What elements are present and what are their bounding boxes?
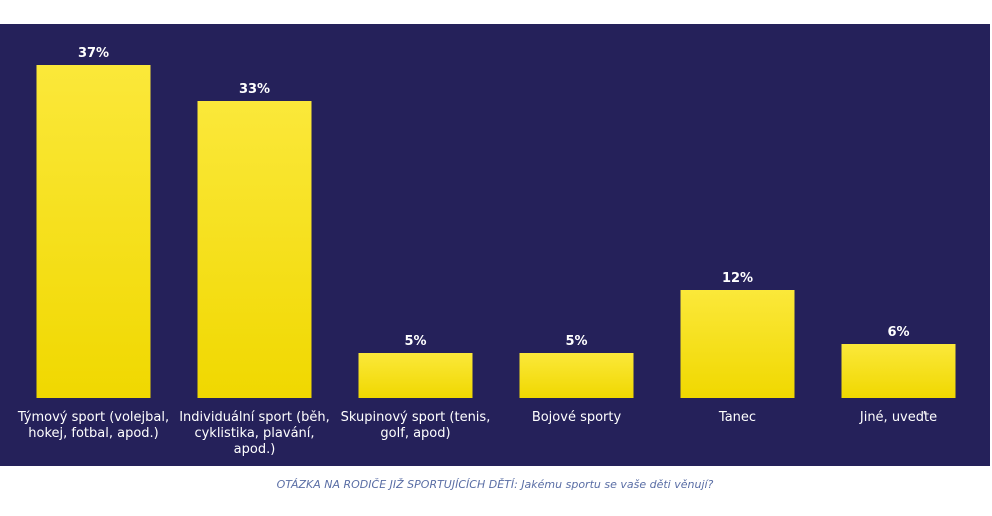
bar-chart: 37% 33% 5% 5% 12% 6% Týmový sport (volejbal, h… — [17, 46, 956, 457]
category-label-1: Individuální sport (běh, cyklistika, plav… — [179, 410, 330, 457]
chart-background — [0, 24, 990, 466]
category-label-0: Týmový sport (volejbal, hokej, fotbal, ap… — [17, 410, 169, 441]
category-label-line: Jiné, uveďte — [859, 410, 937, 425]
category-label-line: apod.) — [234, 442, 276, 457]
value-label-4: 12% — [722, 271, 753, 286]
value-labels-group: 37% 33% 5% 5% 12% 6% — [78, 46, 910, 349]
category-label-line: Týmový sport (volejbal, — [17, 410, 169, 425]
bar-0 — [36, 65, 151, 398]
category-label-5: Jiné, uveďte — [859, 410, 937, 425]
category-label-3: Bojové sporty — [532, 410, 622, 425]
bar-2 — [358, 353, 473, 398]
category-label-4: Tanec — [718, 410, 756, 425]
category-label-line: Tanec — [718, 410, 756, 425]
bar-4 — [680, 290, 795, 398]
caption-prefix: OTÁZKA NA RODIČE JIŽ SPORTUJÍCÍCH DĚTÍ: — [276, 478, 522, 491]
bar-5 — [841, 344, 956, 398]
category-label-line: Individuální sport (běh, — [179, 410, 330, 425]
bar-1 — [197, 101, 312, 398]
value-label-5: 6% — [887, 325, 909, 340]
value-label-0: 37% — [78, 46, 109, 61]
category-labels-group: Týmový sport (volejbal, hokej, fotbal, ap… — [17, 410, 937, 457]
value-label-2: 5% — [404, 334, 426, 349]
category-label-line: golf, apod) — [380, 426, 450, 441]
category-label-line: hokej, fotbal, apod.) — [28, 426, 158, 441]
bars-group — [36, 65, 956, 398]
category-label-line: Skupinový sport (tenis, — [341, 410, 491, 425]
caption-question: Jakému sportu se vaše děti věnují? — [521, 478, 714, 491]
category-label-line: Bojové sporty — [532, 410, 622, 425]
bar-3 — [519, 353, 634, 398]
category-label-line: cyklistika, plavání, — [194, 426, 314, 441]
value-label-3: 5% — [565, 334, 587, 349]
chart-caption: OTÁZKA NA RODIČE JIŽ SPORTUJÍCÍCH DĚTÍ: … — [0, 478, 990, 491]
category-label-2: Skupinový sport (tenis, golf, apod) — [341, 410, 491, 441]
value-label-1: 33% — [239, 82, 270, 97]
